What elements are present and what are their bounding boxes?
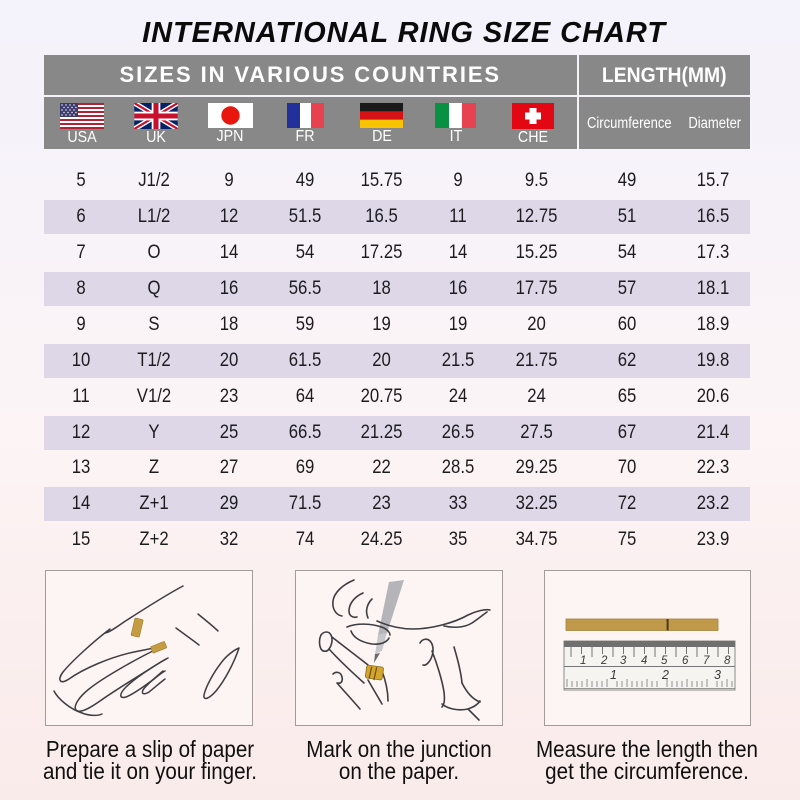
svg-text:7: 7 [703, 655, 710, 667]
svg-text:6: 6 [682, 655, 689, 667]
svg-text:2: 2 [661, 668, 669, 682]
svg-text:1: 1 [610, 668, 617, 682]
svg-text:1: 1 [580, 655, 586, 667]
svg-text:4: 4 [641, 655, 647, 667]
svg-text:3: 3 [714, 668, 721, 682]
svg-text:3: 3 [620, 655, 627, 667]
svg-text:8: 8 [724, 655, 731, 667]
svg-text:5: 5 [661, 655, 668, 667]
svg-text:2: 2 [600, 655, 608, 667]
